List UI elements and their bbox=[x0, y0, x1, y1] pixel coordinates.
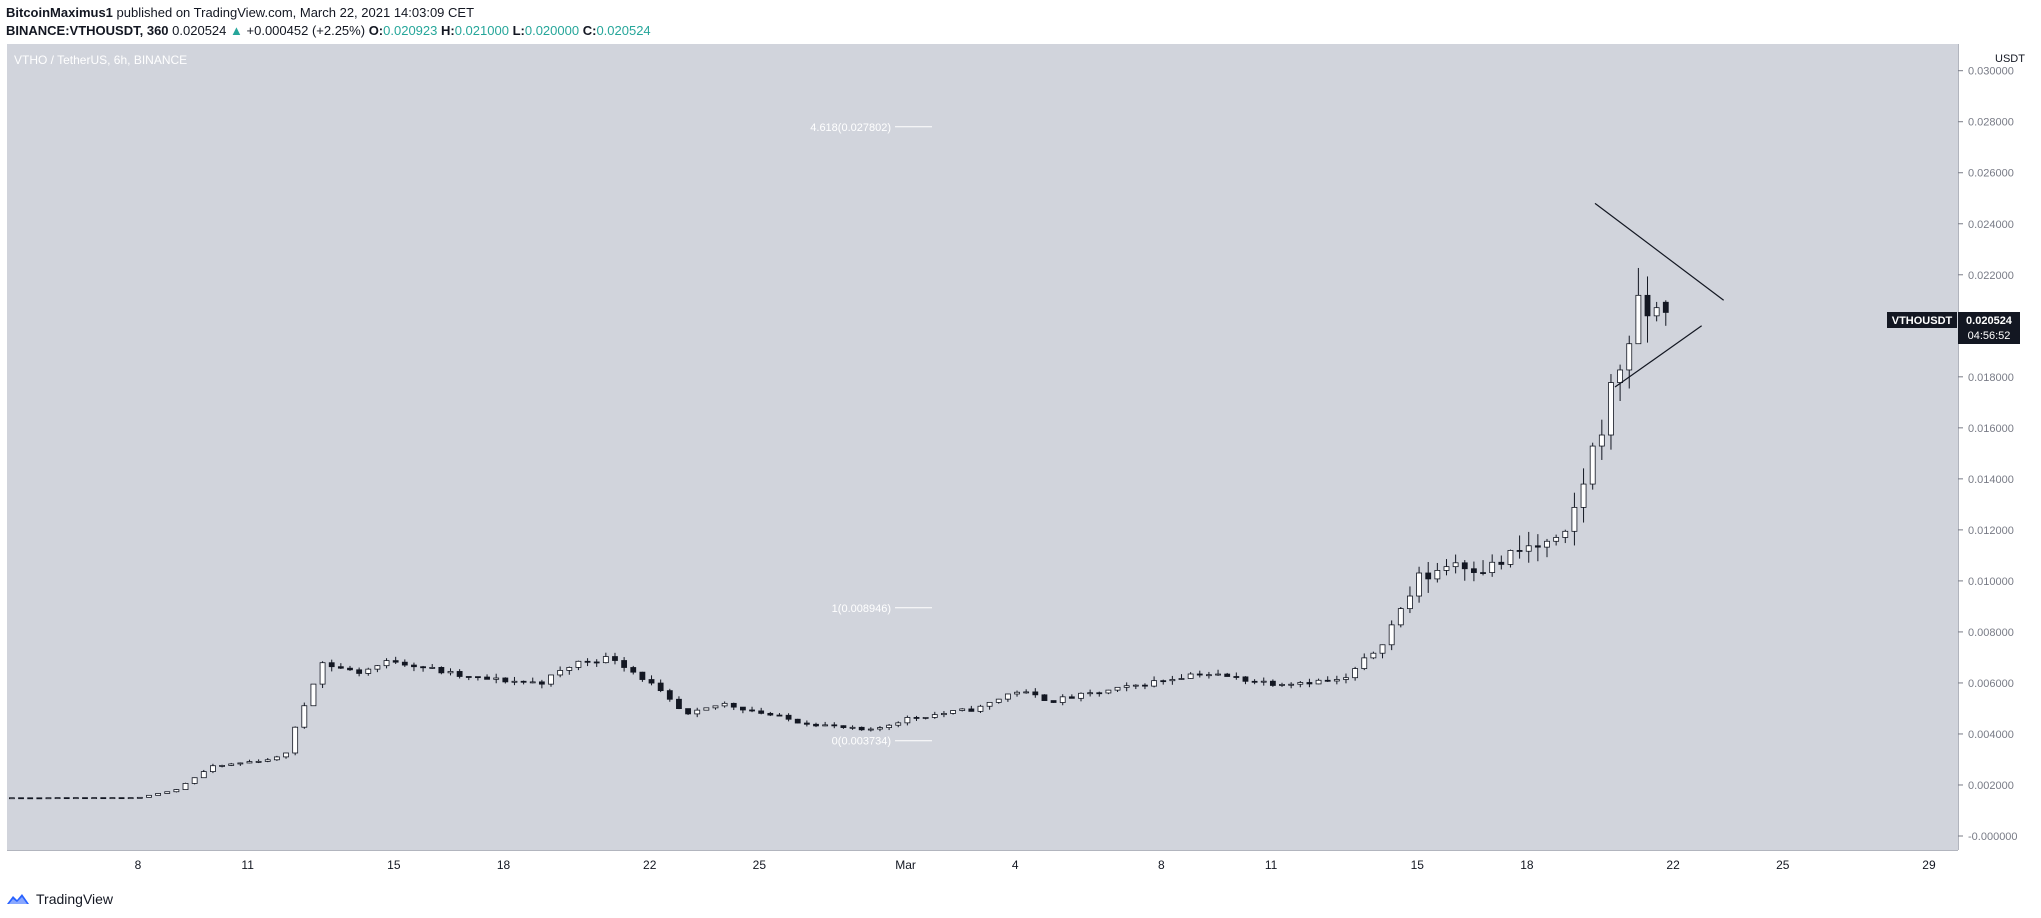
chart-pane[interactable] bbox=[7, 44, 1958, 850]
open-value: 0.020923 bbox=[383, 23, 438, 38]
low-label: L: bbox=[512, 23, 525, 38]
author-name[interactable]: BitcoinMaximus1 bbox=[6, 5, 113, 20]
footer-brand[interactable]: TradingView bbox=[36, 891, 114, 907]
open-label: O: bbox=[368, 23, 384, 38]
price-change: +0.000452 (+2.25%) bbox=[246, 23, 366, 38]
up-arrow-icon: ▲ bbox=[230, 23, 243, 38]
low-value: 0.020000 bbox=[524, 23, 580, 38]
symbol-label[interactable]: BINANCE:VTHOUSDT, 360 bbox=[6, 23, 169, 38]
close-label: C: bbox=[582, 23, 597, 38]
time-axis[interactable] bbox=[7, 850, 1958, 879]
close-value: 0.020524 bbox=[596, 23, 651, 38]
tradingview-logo-icon[interactable] bbox=[6, 892, 30, 906]
last-price: 0.020524 bbox=[172, 23, 227, 38]
price-axis[interactable] bbox=[1958, 44, 2035, 850]
published-text: published on TradingView.com, March 22, … bbox=[116, 5, 475, 20]
footer: TradingView bbox=[6, 888, 113, 910]
high-value: 0.021000 bbox=[454, 23, 509, 38]
high-label: H: bbox=[441, 23, 455, 38]
chart-header: BitcoinMaximus1 published on TradingView… bbox=[6, 4, 2036, 40]
